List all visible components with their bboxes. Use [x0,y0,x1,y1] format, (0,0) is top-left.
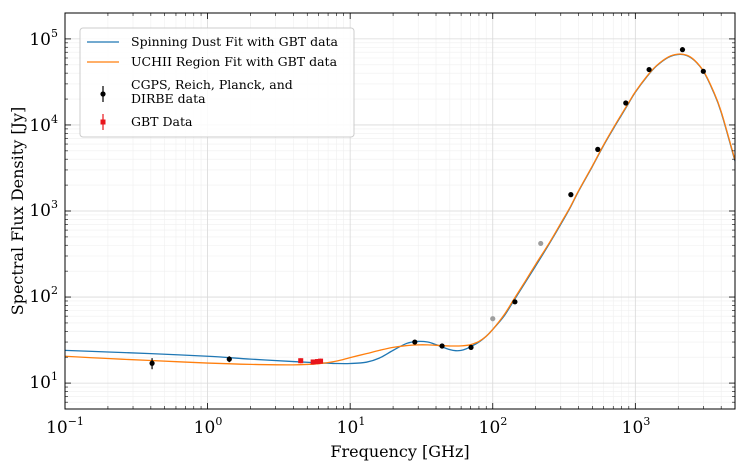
legend-swatch-gbt-data [100,114,106,130]
survey-data-point [595,146,601,152]
excluded-data-point [490,316,496,322]
legend-label: CGPS, Reich, Planck, and DIRBE data [131,77,293,106]
gbt-data-point [298,358,304,364]
y-tick-label: 102 [29,284,58,307]
survey-data-point [149,360,155,366]
uchii-region-fit-line [64,53,736,366]
y-tick-label: 105 [29,27,58,50]
survey-data-point [468,344,474,350]
survey-data-point [512,299,518,305]
legend-label: UCHII Region Fit with GBT data [131,54,338,69]
survey-data-point [623,100,629,106]
x-tick-label: 103 [622,415,651,438]
survey-data-point [646,66,652,73]
legend-swatch-cgps-data [100,86,106,102]
x-tick-label: 102 [479,415,508,438]
legend-point [100,119,106,125]
y-tick-labels: 101 102 103 104 105 [29,27,58,393]
series-lines [64,53,736,366]
y-tick-label: 101 [29,370,58,393]
y-axis-label: Spectral Flux Density [Jy] [8,107,27,316]
survey-data-point [439,343,445,349]
x-axis-label: Frequency [GHz] [330,442,469,461]
x-tick-labels: 10−1 100 101 102 103 [46,415,650,438]
survey-data-point [700,68,706,74]
x-tick-label: 100 [194,415,223,438]
survey-data-point [568,192,574,198]
x-tick-label: 10−1 [46,415,84,438]
legend-box [79,27,355,138]
axis-ticks [64,12,736,410]
excluded-data-point [538,240,544,247]
survey-data-point [412,339,418,345]
survey-data-point [226,356,232,362]
legend-point [100,91,106,97]
legend-label: GBT Data [131,114,193,129]
gbt-data-point [318,358,324,364]
gbt-data-point [314,359,320,365]
y-tick-label: 103 [29,198,58,221]
legend: Spinning Dust Fit with GBT data UCHII Re… [79,27,355,138]
data-markers [149,47,706,370]
survey-data-point [679,47,686,53]
y-tick-label: 104 [29,113,58,136]
legend-label: Spinning Dust Fit with GBT data [131,34,339,49]
x-tick-label: 101 [337,415,366,438]
gbt-data-point [310,359,316,365]
